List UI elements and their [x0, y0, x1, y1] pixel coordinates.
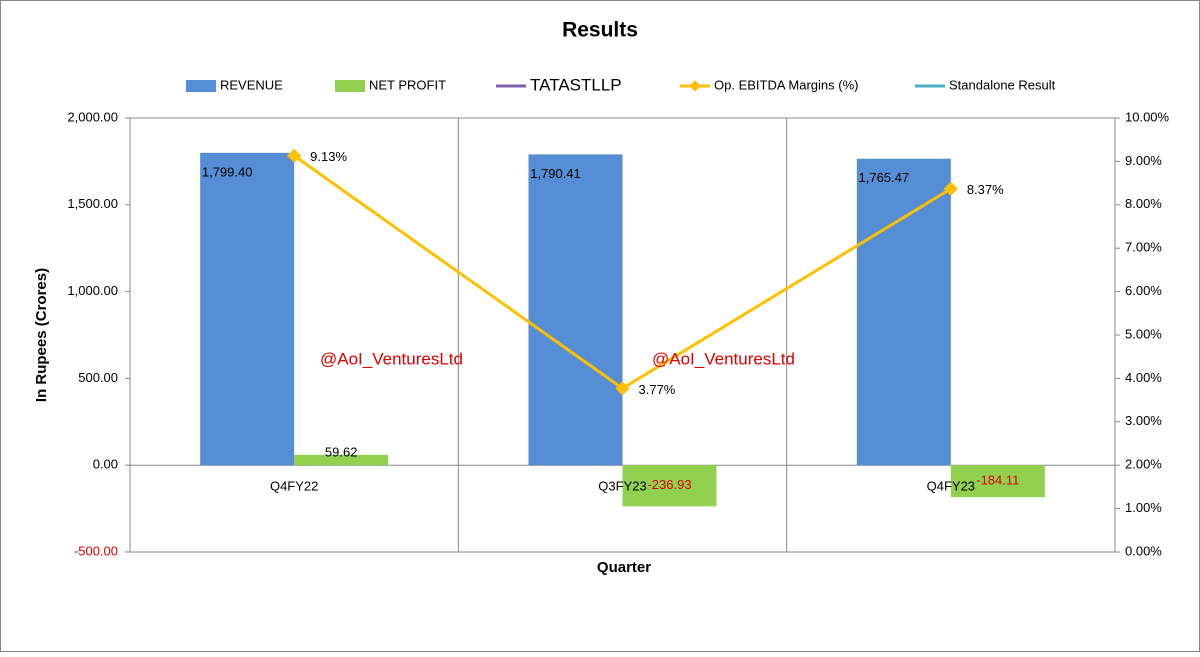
bar [200, 152, 295, 466]
legend-label: Op. EBITDA Margins (%) [714, 77, 858, 92]
data-label: 59.62 [325, 444, 358, 459]
y2-tick-label: 8.00% [1125, 196, 1162, 211]
y2-tick-label: 1.00% [1125, 500, 1162, 515]
bar [856, 158, 951, 466]
y2-tick-label: 0.00% [1125, 543, 1162, 558]
bar [294, 454, 389, 466]
x-tick-label: Q4FY22 [270, 478, 318, 493]
bar [528, 154, 623, 466]
y2-tick-label: 7.00% [1125, 240, 1162, 255]
line-marker [615, 381, 630, 396]
y-tick-label: -500.00 [74, 543, 118, 558]
line-marker [943, 181, 958, 196]
watermark: @AoI_VenturesLtd [320, 349, 463, 368]
data-label: 1,790.41 [530, 166, 581, 181]
data-label: -184.11 [976, 473, 1019, 488]
y2-tick-label: 4.00% [1125, 370, 1162, 385]
y-tick-label: 1,500.00 [67, 196, 118, 211]
data-label: 9.13% [310, 149, 347, 164]
y-tick-label: 2,000.00 [67, 109, 118, 124]
legend-label: REVENUE [220, 77, 283, 92]
y-tick-label: 0.00 [93, 457, 118, 472]
bar [950, 465, 1045, 498]
y-tick-label: 500.00 [78, 370, 118, 385]
line-marker [287, 148, 302, 163]
legend-label: Standalone Result [949, 77, 1056, 92]
y2-tick-label: 2.00% [1125, 457, 1162, 472]
legend-label: NET PROFIT [369, 77, 446, 92]
y2-tick-label: 5.00% [1125, 326, 1162, 341]
y-tick-label: 1,000.00 [67, 283, 118, 298]
bar [622, 465, 717, 507]
x-tick-label: Q4FY23 [927, 478, 975, 493]
watermark: @AoI_VenturesLtd [652, 349, 795, 368]
legend-swatch [335, 80, 365, 92]
data-label: 1,799.40 [202, 164, 253, 179]
data-label: -236.93 [647, 477, 691, 492]
x-axis-label: Quarter [597, 559, 651, 576]
y-axis-label: In Rupees (Crores) [33, 268, 50, 402]
data-label: 3.77% [639, 382, 676, 397]
y2-tick-label: 10.00% [1125, 109, 1170, 124]
legend-label: TATASTLLP [530, 75, 622, 94]
y2-tick-label: 3.00% [1125, 413, 1162, 428]
y2-tick-label: 6.00% [1125, 283, 1162, 298]
data-label: 1,765.47 [859, 170, 910, 185]
x-tick-label: Q3FY23 [598, 478, 646, 493]
y2-tick-label: 9.00% [1125, 153, 1162, 168]
chart-title: Results [562, 19, 638, 42]
legend-swatch [186, 80, 216, 92]
data-label: 8.37% [967, 182, 1004, 197]
